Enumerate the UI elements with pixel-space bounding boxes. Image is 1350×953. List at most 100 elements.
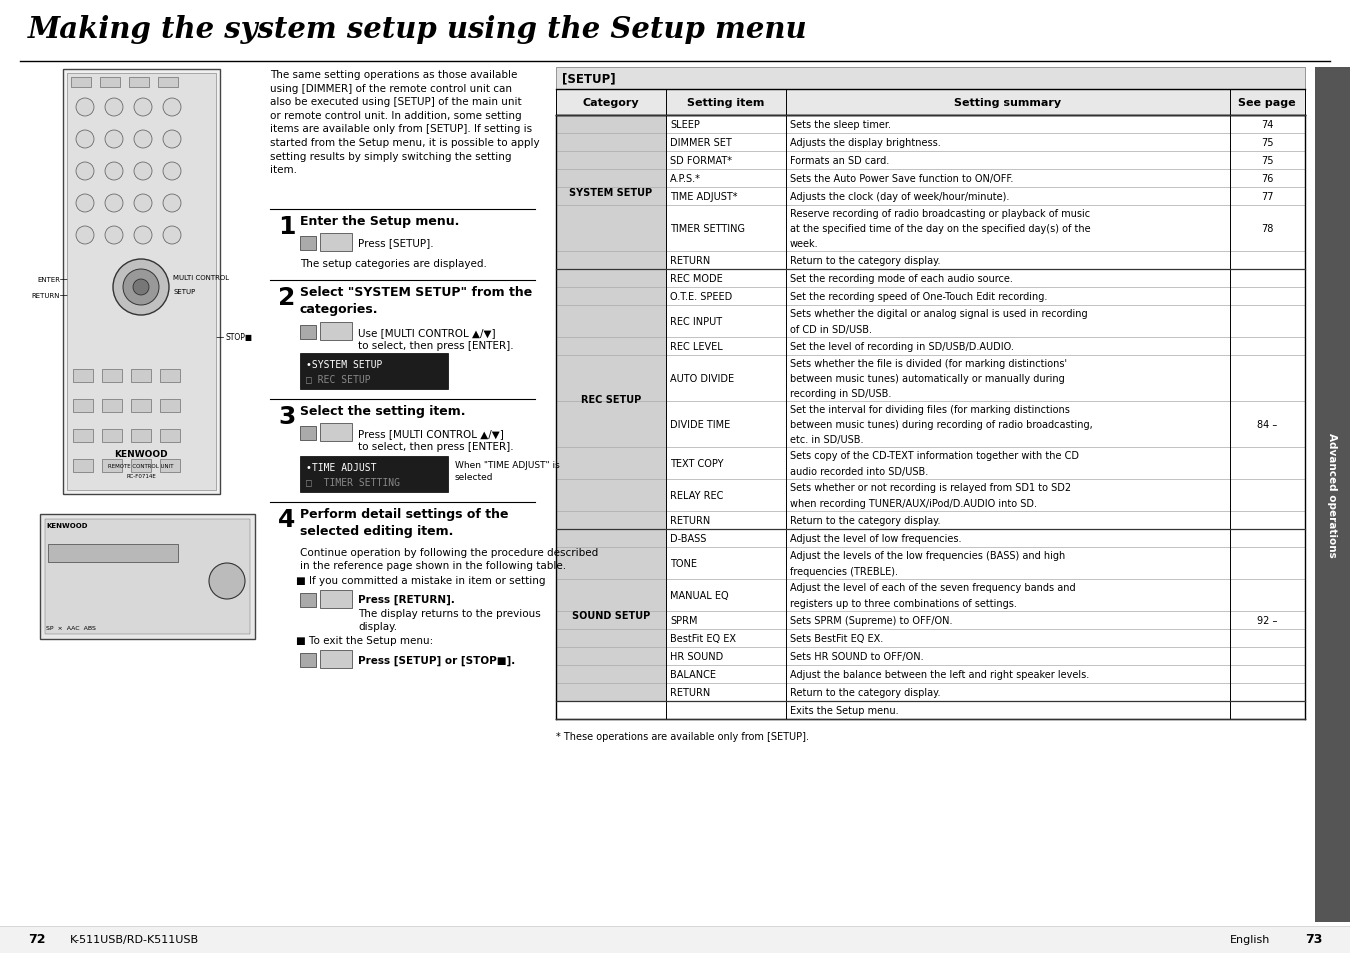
Circle shape [163, 131, 181, 149]
Text: between music tunes) during recording of radio broadcasting,: between music tunes) during recording of… [790, 419, 1092, 430]
Bar [131, 459, 151, 473]
Text: Making the system setup using the Setup menu: Making the system setup using the Setup … [28, 15, 807, 44]
Text: D-BASS: D-BASS [670, 534, 706, 543]
Text: O.T.E. SPEED: O.T.E. SPEED [670, 292, 732, 302]
Circle shape [163, 194, 181, 213]
Bar [300, 236, 316, 251]
Text: REC LEVEL: REC LEVEL [670, 341, 722, 352]
Bar [0, 926, 1350, 953]
Bar [300, 427, 316, 440]
Bar [300, 326, 316, 339]
Circle shape [76, 227, 95, 245]
Text: SPRM: SPRM [670, 616, 698, 625]
Bar [73, 370, 93, 382]
Text: The setup categories are displayed.: The setup categories are displayed. [300, 258, 487, 269]
Text: 74: 74 [1261, 120, 1273, 130]
Text: Adjust the levels of the low frequencies (BASS) and high: Adjust the levels of the low frequencies… [790, 551, 1065, 560]
Bar [131, 430, 151, 442]
Bar [161, 399, 180, 413]
Text: DIMMER SET: DIMMER SET [670, 138, 732, 148]
Text: REC SETUP: REC SETUP [580, 395, 641, 405]
Circle shape [105, 163, 123, 181]
Text: Adjust the level of each of the seven frequency bands and: Adjust the level of each of the seven fr… [790, 582, 1076, 593]
Text: Return to the category display.: Return to the category display. [790, 516, 941, 525]
Text: BestFit EQ EX: BestFit EQ EX [670, 634, 736, 643]
Text: etc. in SD/USB.: etc. in SD/USB. [790, 435, 864, 445]
Bar [161, 459, 180, 473]
Text: TONE: TONE [670, 558, 697, 568]
Circle shape [105, 131, 123, 149]
Bar [63, 70, 220, 495]
Bar [72, 78, 90, 88]
Text: MANUAL EQ: MANUAL EQ [670, 590, 729, 600]
Text: frequencies (TREBLE).: frequencies (TREBLE). [790, 566, 898, 577]
Text: when recording TUNER/AUX/iPod/D.AUDIO into SD.: when recording TUNER/AUX/iPod/D.AUDIO in… [790, 498, 1037, 509]
Text: •TIME ADJUST: •TIME ADJUST [306, 462, 377, 473]
Bar [100, 78, 120, 88]
Bar [320, 423, 352, 441]
Text: □ REC SETUP: □ REC SETUP [306, 374, 371, 384]
Text: Adjust the level of low frequencies.: Adjust the level of low frequencies. [790, 534, 961, 543]
Text: DIVIDE TIME: DIVIDE TIME [670, 419, 730, 430]
Circle shape [123, 270, 159, 306]
Circle shape [134, 163, 153, 181]
Text: Set the recording mode of each audio source.: Set the recording mode of each audio sou… [790, 274, 1012, 284]
Text: Select the setting item.: Select the setting item. [300, 405, 466, 417]
Text: Select "SYSTEM SETUP" from the
categories.: Select "SYSTEM SETUP" from the categorie… [300, 286, 532, 316]
Text: MULTI CONTROL: MULTI CONTROL [173, 274, 230, 281]
Text: TIME ADJUST*: TIME ADJUST* [670, 192, 737, 202]
Bar [45, 519, 250, 635]
Text: at the specified time of the day on the specified day(s) of the: at the specified time of the day on the … [790, 224, 1091, 233]
Text: 73: 73 [1304, 933, 1322, 945]
Bar [300, 654, 316, 667]
Text: SOUND SETUP: SOUND SETUP [572, 610, 651, 620]
Text: BALANCE: BALANCE [670, 669, 716, 679]
Text: Press [SETUP] or [STOP■].: Press [SETUP] or [STOP■]. [358, 656, 516, 665]
Bar [300, 456, 448, 493]
Text: Sets whether or not recording is relayed from SD1 to SD2: Sets whether or not recording is relayed… [790, 482, 1071, 493]
Circle shape [76, 99, 95, 117]
Text: 72: 72 [28, 933, 46, 945]
Text: 77: 77 [1261, 192, 1273, 202]
Circle shape [134, 99, 153, 117]
Text: Set the interval for dividing files (for marking distinctions: Set the interval for dividing files (for… [790, 404, 1069, 415]
Text: registers up to three combinations of settings.: registers up to three combinations of se… [790, 598, 1017, 608]
Circle shape [105, 227, 123, 245]
Bar [320, 233, 352, 252]
Bar [556, 68, 1305, 90]
Text: 92 –: 92 – [1257, 616, 1277, 625]
Text: * These operations are available only from [SETUP].: * These operations are available only fr… [556, 731, 809, 741]
Bar [73, 430, 93, 442]
Text: See page: See page [1238, 98, 1296, 108]
Text: 4: 4 [278, 507, 296, 532]
Text: RC-F0714E: RC-F0714E [126, 474, 155, 479]
Text: Set the level of recording in SD/USB/D.AUDIO.: Set the level of recording in SD/USB/D.A… [790, 341, 1014, 352]
Text: Return to the category display.: Return to the category display. [790, 687, 941, 698]
Bar [103, 399, 122, 413]
Bar [320, 323, 352, 340]
Bar [103, 459, 122, 473]
Text: audio recorded into SD/USB.: audio recorded into SD/USB. [790, 467, 929, 476]
Text: of CD in SD/USB.: of CD in SD/USB. [790, 325, 872, 335]
Text: RETURN: RETURN [670, 255, 710, 266]
Text: Setting summary: Setting summary [954, 98, 1061, 108]
Text: Adjusts the clock (day of week/hour/minute).: Adjusts the clock (day of week/hour/minu… [790, 192, 1010, 202]
Text: Formats an SD card.: Formats an SD card. [790, 156, 890, 166]
Text: K-511USB/RD-K511USB: K-511USB/RD-K511USB [70, 934, 200, 944]
Bar [73, 399, 93, 413]
Text: Sets whether the file is divided (for marking distinctions': Sets whether the file is divided (for ma… [790, 358, 1066, 368]
Bar [130, 78, 148, 88]
Bar [320, 590, 352, 608]
Text: [SETUP]: [SETUP] [562, 72, 616, 86]
Text: 1: 1 [278, 214, 296, 239]
Bar [556, 90, 1305, 116]
Text: 3: 3 [278, 405, 296, 429]
Text: •SYSTEM SETUP: •SYSTEM SETUP [306, 359, 382, 370]
Bar [49, 544, 178, 562]
Bar [320, 650, 352, 668]
Bar [556, 270, 666, 530]
Text: Continue operation by following the procedure described
in the reference page sh: Continue operation by following the proc… [300, 547, 598, 571]
Text: KENWOOD: KENWOOD [46, 522, 88, 529]
Text: AUTO DIVIDE: AUTO DIVIDE [670, 374, 734, 384]
Text: Sets BestFit EQ EX.: Sets BestFit EQ EX. [790, 634, 883, 643]
